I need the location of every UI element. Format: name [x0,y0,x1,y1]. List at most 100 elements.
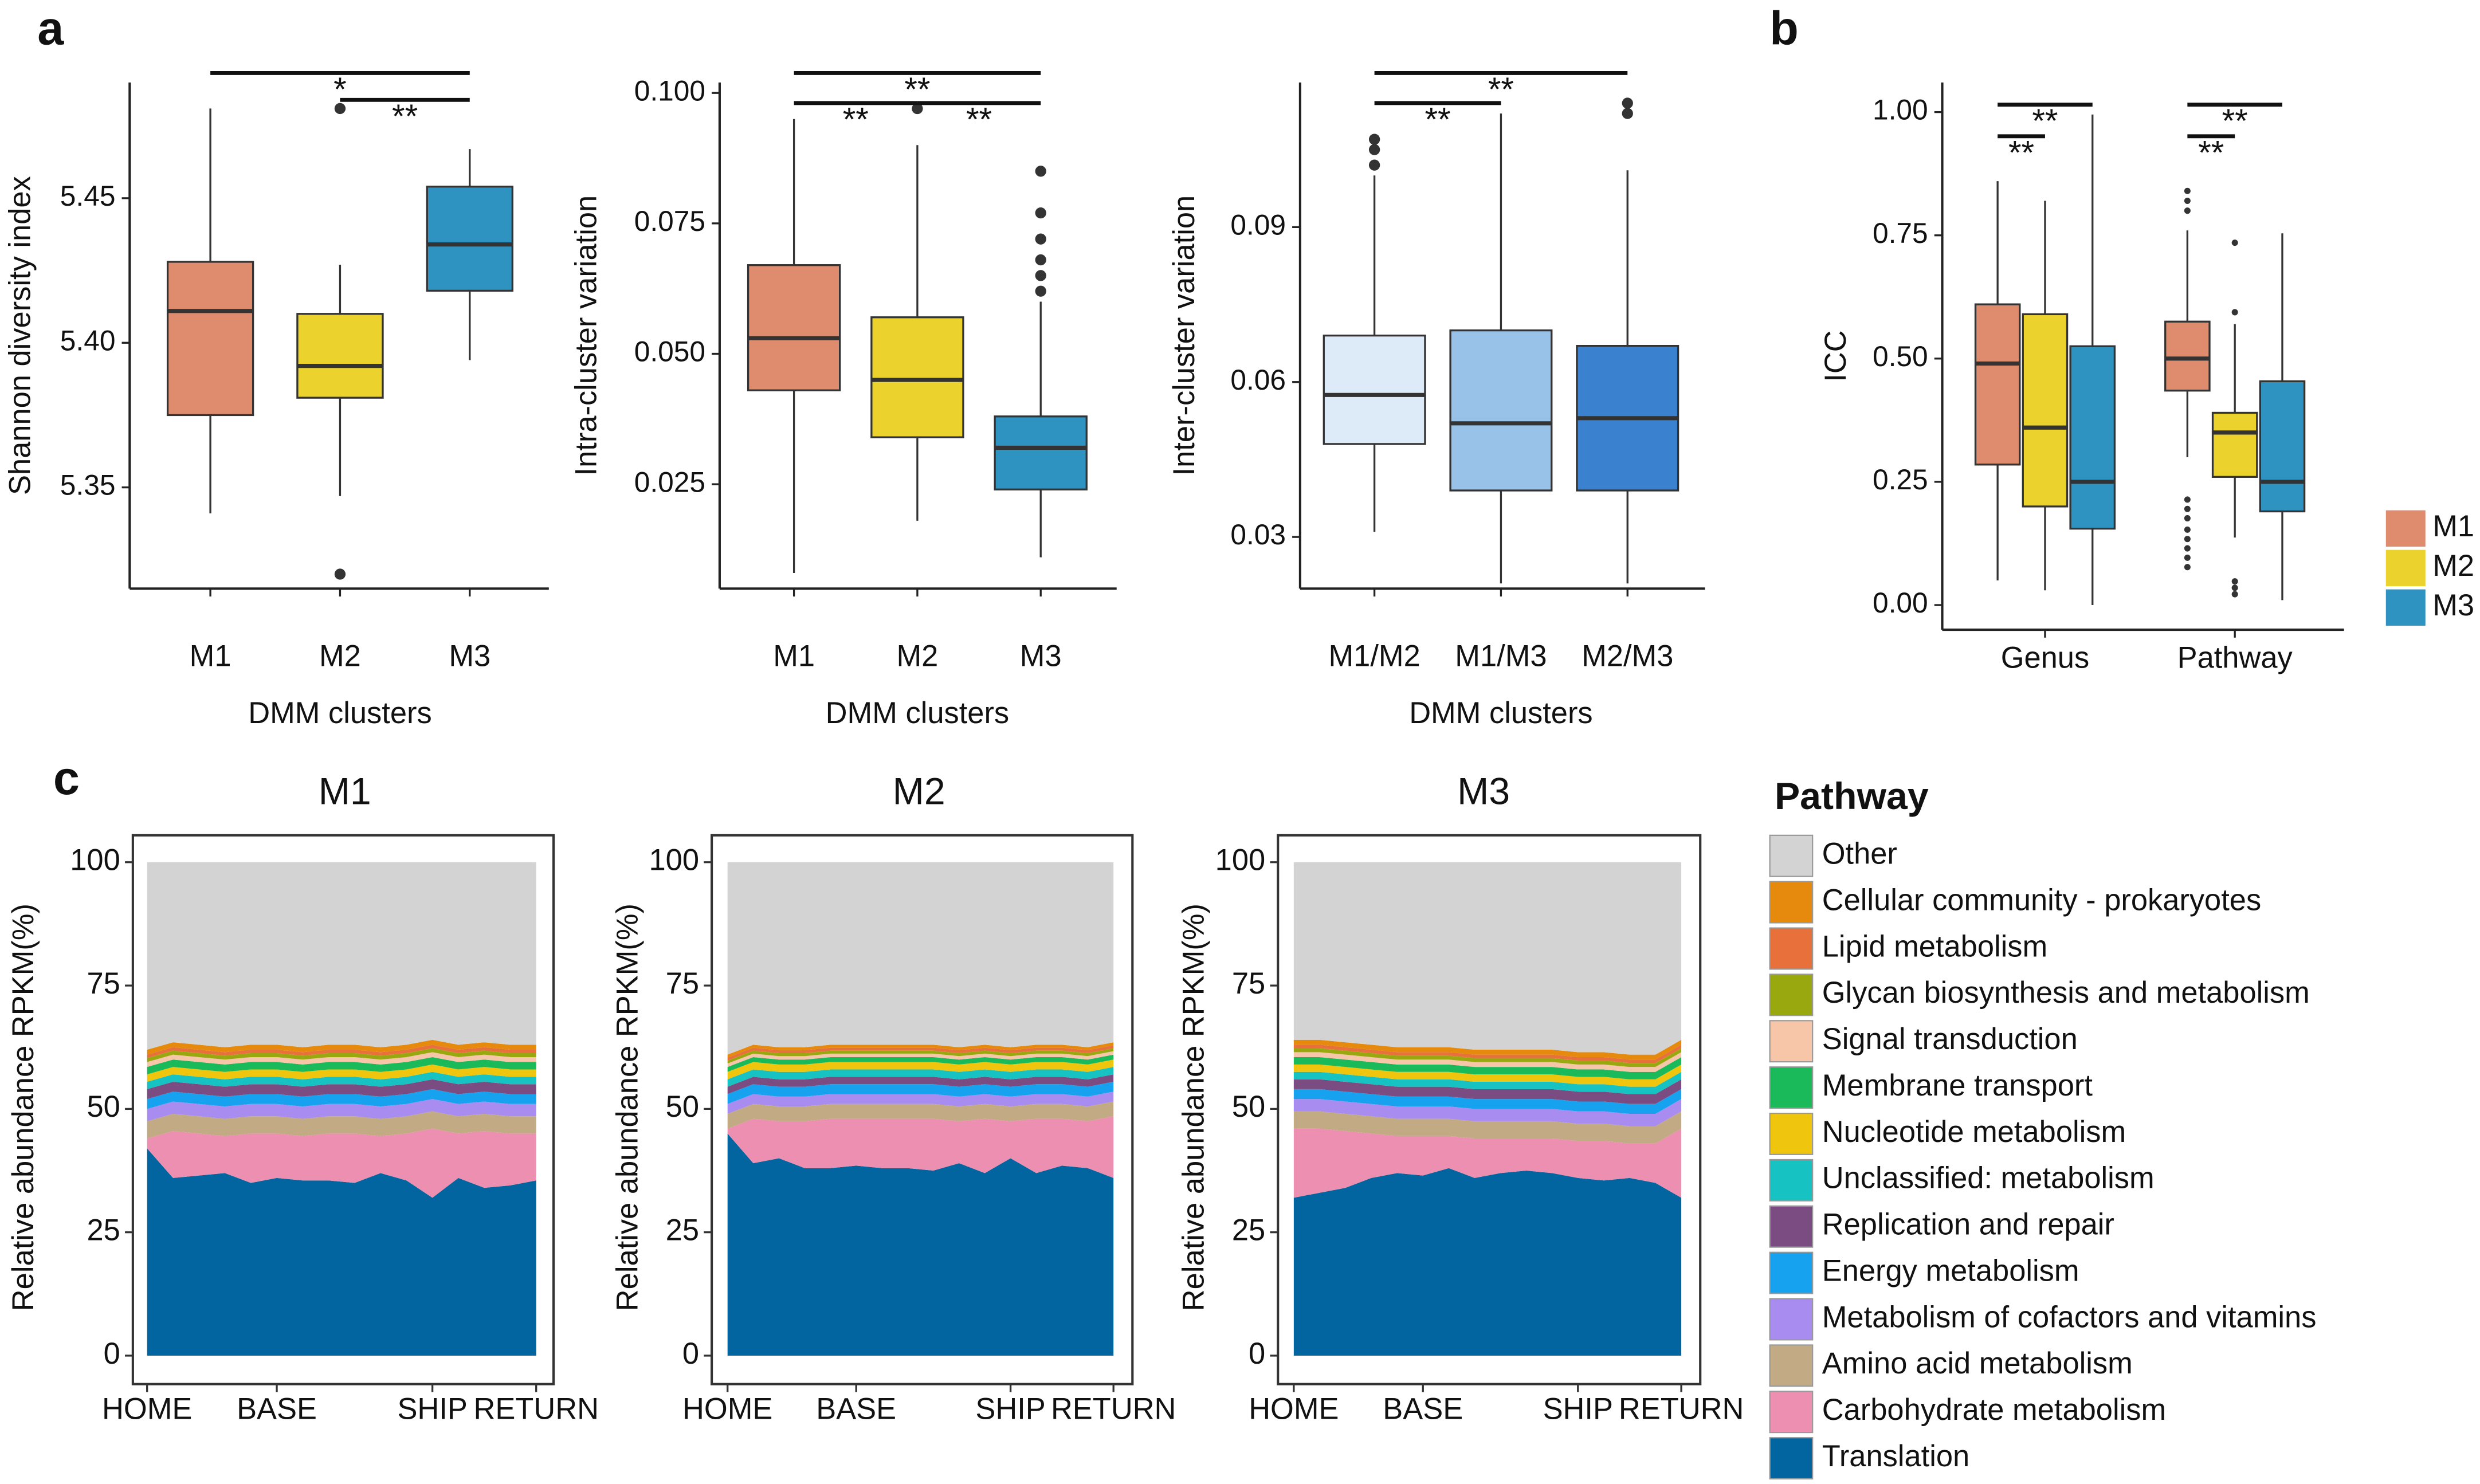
x-tick-label: BASE [816,1392,896,1426]
outlier [1368,134,1380,145]
y-axis-title: Relative abundance RPKM(%) [7,904,40,1311]
y-tick-label: 1.00 [1873,94,1928,126]
outlier [2184,496,2191,503]
box [1974,303,2021,466]
significance-label: ** [1425,101,1450,138]
outlier [1035,233,1046,245]
outlier [2184,564,2191,571]
y-tick-label: 0.25 [1873,464,1928,496]
outlier [2231,578,2238,585]
panel-label: b [1769,2,1799,55]
legend-label: M2 [2432,549,2474,583]
legend-swatch [1769,1251,1814,1294]
legend-label: Energy metabolism [1822,1254,2079,1287]
x-axis-title: DMM clusters [248,697,431,730]
area [1293,1045,1682,1063]
significance-label: * [333,72,347,108]
x-tick-label: SHIP [975,1392,1045,1426]
area [1293,1128,1682,1198]
outlier [2231,584,2238,591]
area [147,1111,536,1139]
y-tick-label: 5.40 [60,324,116,356]
area [727,1092,1114,1114]
y-tick-label: 75 [666,967,699,1000]
box [296,313,384,399]
y-tick-label: 5.45 [60,180,116,212]
legend-label: Lipid metabolism [1822,930,2047,963]
outlier [2184,187,2191,194]
x-tick-label: SHIP [397,1392,467,1426]
outlier [2231,240,2238,246]
legend-swatch [1769,881,1814,924]
outlier [2231,309,2238,316]
y-tick-label: 0.03 [1230,519,1286,551]
x-tick-label: M3 [449,640,490,673]
area [147,1148,536,1356]
y-tick-label: 50 [87,1090,120,1124]
box [1323,334,1426,445]
legend-swatch [1769,927,1814,970]
area [1293,1048,1682,1067]
significance-label: ** [2032,103,2058,140]
outlier [912,103,923,115]
area [147,1079,536,1100]
area [727,1133,1114,1356]
area [727,1042,1114,1058]
x-tick-label: M1/M2 [1328,640,1420,673]
area [147,1128,536,1198]
y-tick-label: 0.075 [634,205,705,237]
area [727,1045,1114,1061]
area [147,1071,536,1089]
y-tick-label: 0 [1249,1337,1265,1371]
outlier [2184,207,2191,214]
area [727,1116,1114,1178]
y-tick-label: 75 [87,967,120,1000]
area [1293,1111,1682,1144]
legend-swatch [1769,1205,1814,1248]
area [727,1059,1114,1079]
area [727,862,1114,1055]
box [2211,411,2258,478]
x-tick-label: M3 [1020,640,1062,673]
y-tick-label: 25 [1232,1214,1265,1247]
legend-swatch [2384,508,2427,548]
area [147,1048,536,1062]
outlier [2184,505,2191,512]
outlier [2231,591,2238,598]
x-tick-label: Pathway [2177,641,2293,674]
y-tick-label: 0.025 [634,466,705,498]
x-tick-label: M1 [773,640,815,673]
legend-label: Membrane transport [1822,1069,2093,1102]
legend-swatch [1769,1020,1814,1063]
legend-swatch [2384,587,2427,627]
box [2069,345,2116,530]
box [2164,320,2211,392]
legend-label: Amino acid metabolism [1822,1347,2133,1380]
legend-title: Pathway [1775,775,1929,818]
area [147,1039,536,1055]
significance-label: ** [2008,135,2034,171]
y-tick-label: 0.50 [1873,340,1928,372]
y-tick-label: 0.00 [1873,587,1928,619]
area [727,1074,1114,1094]
legend-label: Replication and repair [1822,1208,2114,1242]
outlier [1035,285,1046,297]
x-tick-label: RETURN [1619,1392,1744,1426]
box [2022,313,2069,508]
box [994,415,1088,490]
y-tick-label: 0.050 [634,336,705,368]
y-tick-label: 0.06 [1230,364,1286,396]
significance-label: ** [966,101,992,138]
outlier [1622,97,1633,109]
outlier [1622,108,1633,119]
x-tick-label: M2 [896,640,938,673]
significance-label: ** [2198,135,2224,171]
x-axis-title: DMM clusters [826,697,1009,730]
x-tick-label: Genus [2001,641,2090,674]
area [727,1048,1114,1064]
box [426,186,513,292]
significance-label: ** [843,101,869,138]
outlier [1368,144,1380,155]
legend-swatch [1769,1298,1814,1341]
